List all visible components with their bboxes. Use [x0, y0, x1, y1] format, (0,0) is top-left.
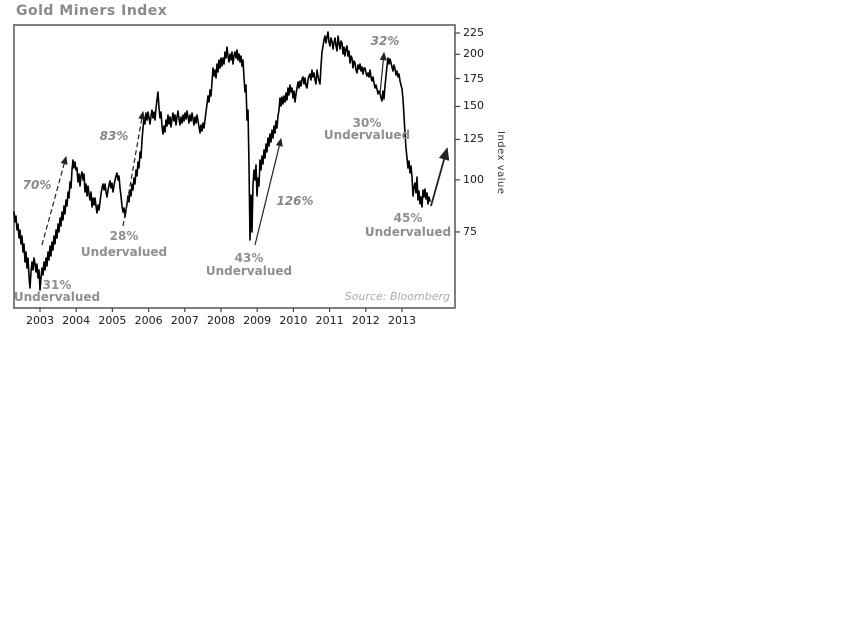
y-axis-title: Index value	[495, 131, 506, 195]
trend-arrow	[254, 137, 283, 246]
x-tick-label: 2010	[279, 314, 308, 327]
y-tick-label: 225	[463, 26, 484, 39]
trend-arrow	[379, 51, 387, 95]
undervalued-annotation: 43%	[234, 251, 264, 265]
price-line	[13, 31, 431, 291]
x-tick-label: 2009	[243, 314, 272, 327]
x-tick-label: 2008	[207, 314, 235, 327]
x-tick-label: 2012	[351, 314, 380, 327]
y-tick-label: 200	[463, 47, 484, 61]
plot-layer	[13, 24, 460, 312]
gain-annotation: 70%	[22, 178, 52, 192]
undervalued-annotation: Undervalued	[13, 290, 101, 304]
undervalued-annotation: 30%	[352, 116, 382, 130]
undervalued-annotation: Undervalued	[80, 245, 168, 259]
x-tick-label: 2013	[388, 314, 416, 327]
gain-annotation: 32%	[370, 34, 400, 48]
x-tick-label: 2011	[315, 314, 344, 327]
x-tick-label: 2003	[26, 314, 54, 327]
trend-arrow	[41, 155, 68, 246]
source-note: Source: Bloomberg	[344, 290, 450, 303]
y-tick-label: 125	[463, 132, 484, 146]
undervalued-annotation: 31%	[42, 278, 72, 292]
plot-frame	[13, 24, 456, 309]
undervalued-annotation: 45%	[393, 211, 423, 225]
undervalued-annotation: Undervalued	[323, 128, 411, 142]
trend-arrow	[430, 147, 450, 207]
y-tick-label: 175	[463, 71, 484, 85]
y-tick-label: 100	[463, 172, 484, 186]
x-tick-label: 2005	[98, 314, 127, 327]
y-tick-label: 75	[463, 224, 477, 238]
y-tick-label: 150	[463, 99, 484, 113]
gain-annotation: 83%	[99, 129, 129, 143]
gain-annotation: 126%	[276, 194, 314, 208]
x-tick-label: 2006	[134, 314, 163, 327]
undervalued-annotation: 28%	[109, 229, 139, 243]
x-tick-label: 2004	[62, 314, 91, 327]
chart-title: Gold Miners Index	[16, 3, 168, 19]
undervalued-annotation: Undervalued	[364, 225, 452, 239]
trend-arrow	[122, 110, 146, 227]
x-tick-label: 2007	[170, 314, 199, 327]
undervalued-annotation: Undervalued	[205, 264, 293, 278]
